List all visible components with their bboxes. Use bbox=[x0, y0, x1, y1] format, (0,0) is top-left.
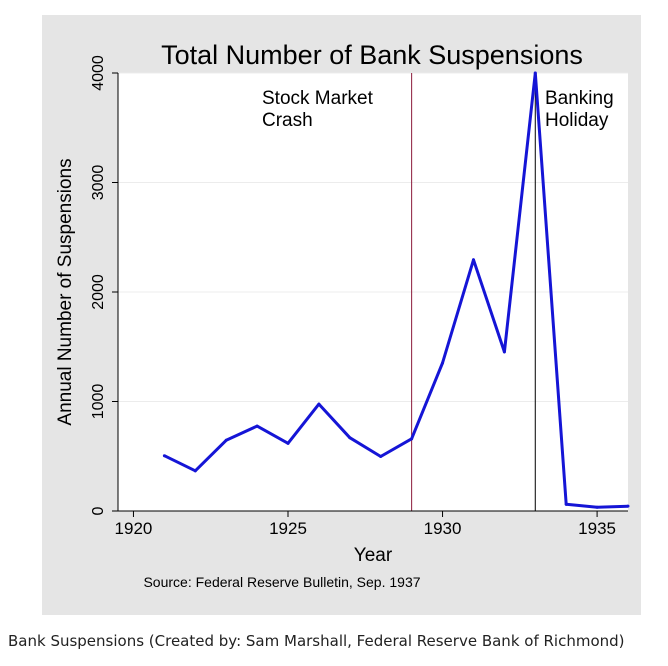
x-tick-label: 1925 bbox=[269, 519, 307, 538]
chart: 0 1000 2000 3000 4000 1920 1925 1930 1935 Stock … bbox=[55, 40, 630, 590]
y-tick-label: 4000 bbox=[90, 55, 107, 91]
chart-title: Total Number of Bank Suspensions bbox=[161, 40, 583, 70]
y-tick-label: 1000 bbox=[90, 384, 107, 420]
data-point bbox=[410, 437, 414, 441]
x-axis-label: Year bbox=[354, 545, 393, 566]
series-line bbox=[163, 71, 629, 509]
event-label: Holiday bbox=[545, 110, 609, 131]
event-label: Banking bbox=[545, 88, 614, 109]
data-point bbox=[224, 438, 228, 442]
y-axis-label: Annual Number of Suspensions bbox=[55, 158, 76, 425]
data-point bbox=[286, 441, 290, 445]
data-point bbox=[564, 502, 568, 506]
x-tick-label: 1935 bbox=[578, 519, 616, 538]
data-point bbox=[502, 350, 506, 354]
data-point bbox=[626, 504, 630, 508]
y-tick-label: 0 bbox=[90, 506, 107, 515]
data-point bbox=[471, 258, 475, 262]
x-tick-label: 1920 bbox=[115, 519, 153, 538]
data-point bbox=[193, 469, 197, 473]
y-tick-label: 3000 bbox=[90, 165, 107, 201]
data-point bbox=[595, 505, 599, 509]
data-point bbox=[379, 454, 383, 458]
data-point bbox=[441, 361, 445, 365]
data-point bbox=[348, 436, 352, 440]
x-tick-label: 1930 bbox=[424, 519, 462, 538]
data-point bbox=[317, 402, 321, 406]
axes: 0 1000 2000 3000 4000 1920 1925 1930 1935 bbox=[90, 55, 628, 538]
series-layer bbox=[162, 71, 630, 509]
data-point bbox=[255, 424, 259, 428]
data-point bbox=[533, 71, 537, 75]
source-note: Source: Federal Reserve Bulletin, Sep. 1… bbox=[143, 574, 420, 590]
event-label: Crash bbox=[262, 110, 313, 131]
event-label: Stock Market bbox=[262, 88, 374, 109]
data-point bbox=[162, 454, 166, 458]
figure-caption: Bank Suspensions (Created by: Sam Marsha… bbox=[8, 632, 625, 650]
y-tick-label: 2000 bbox=[90, 274, 107, 310]
